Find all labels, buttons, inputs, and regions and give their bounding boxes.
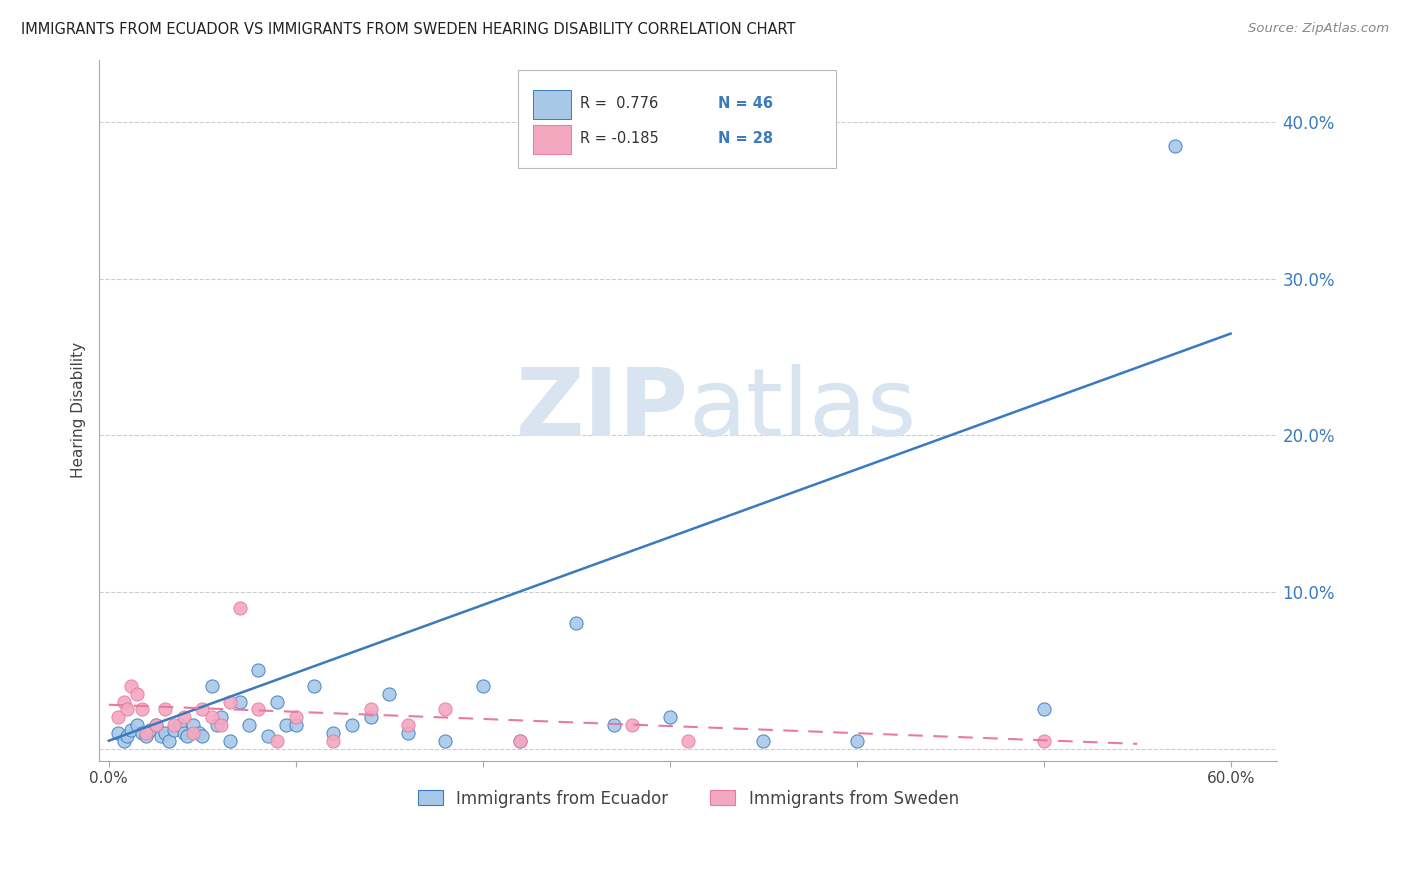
Point <box>434 733 457 747</box>
Point <box>621 718 644 732</box>
Point <box>112 733 135 747</box>
Point <box>191 702 214 716</box>
Point <box>145 718 167 732</box>
Point <box>131 726 153 740</box>
Point <box>153 702 176 716</box>
Point <box>247 663 270 677</box>
Point <box>509 733 531 747</box>
Point <box>187 726 209 740</box>
Point <box>509 733 531 747</box>
Point <box>107 710 129 724</box>
Point <box>752 733 775 747</box>
Point <box>378 687 401 701</box>
Text: Source: ZipAtlas.com: Source: ZipAtlas.com <box>1249 22 1389 36</box>
Point <box>107 726 129 740</box>
Point <box>238 718 260 732</box>
Point <box>139 723 162 737</box>
Point <box>340 718 363 732</box>
Point <box>284 718 307 732</box>
Point <box>602 718 624 732</box>
Point <box>396 718 419 732</box>
Point <box>219 695 242 709</box>
FancyBboxPatch shape <box>533 90 571 120</box>
Text: IMMIGRANTS FROM ECUADOR VS IMMIGRANTS FROM SWEDEN HEARING DISABILITY CORRELATION: IMMIGRANTS FROM ECUADOR VS IMMIGRANTS FR… <box>21 22 796 37</box>
Point <box>228 695 250 709</box>
Point <box>207 718 229 732</box>
Text: atlas: atlas <box>689 364 917 457</box>
Point <box>157 733 180 747</box>
FancyBboxPatch shape <box>517 70 835 169</box>
Point <box>360 702 382 716</box>
Point <box>304 679 326 693</box>
Point <box>1163 138 1185 153</box>
Point <box>120 679 142 693</box>
Point <box>322 726 344 740</box>
Point <box>201 679 224 693</box>
Point <box>125 718 148 732</box>
Point <box>173 710 195 724</box>
Point <box>135 729 157 743</box>
Point <box>173 726 195 740</box>
Point <box>209 718 232 732</box>
Point <box>176 729 198 743</box>
Point <box>565 616 588 631</box>
Point <box>163 718 186 732</box>
Point <box>131 702 153 716</box>
Point <box>181 726 204 740</box>
Point <box>678 733 700 747</box>
Point <box>153 726 176 740</box>
Text: ZIP: ZIP <box>516 364 689 457</box>
Point <box>209 710 232 724</box>
Point <box>112 695 135 709</box>
Point <box>266 733 288 747</box>
Point <box>1032 733 1054 747</box>
Text: R =  0.776: R = 0.776 <box>581 96 658 112</box>
Point <box>125 687 148 701</box>
Point <box>163 723 186 737</box>
Point <box>276 718 298 732</box>
Point <box>135 726 157 740</box>
Y-axis label: Hearing Disability: Hearing Disability <box>72 343 86 478</box>
Point <box>191 729 214 743</box>
Text: N = 28: N = 28 <box>718 131 773 146</box>
Point <box>434 702 457 716</box>
Point <box>117 702 139 716</box>
Point <box>256 729 278 743</box>
Point <box>1032 702 1054 716</box>
Point <box>322 733 344 747</box>
Point <box>284 710 307 724</box>
Point <box>181 718 204 732</box>
Point <box>471 679 494 693</box>
Point <box>201 710 224 724</box>
Point <box>219 733 242 747</box>
Point <box>120 723 142 737</box>
Point <box>117 729 139 743</box>
Legend: Immigrants from Ecuador, Immigrants from Sweden: Immigrants from Ecuador, Immigrants from… <box>409 781 967 816</box>
Point <box>145 718 167 732</box>
Point <box>150 729 173 743</box>
Point <box>169 718 191 732</box>
Text: N = 46: N = 46 <box>718 96 773 112</box>
Point <box>845 733 868 747</box>
Point <box>247 702 270 716</box>
Point <box>396 726 419 740</box>
Point <box>360 710 382 724</box>
Point <box>228 600 250 615</box>
FancyBboxPatch shape <box>533 125 571 154</box>
Point <box>266 695 288 709</box>
Point <box>658 710 681 724</box>
Text: R = -0.185: R = -0.185 <box>581 131 659 146</box>
